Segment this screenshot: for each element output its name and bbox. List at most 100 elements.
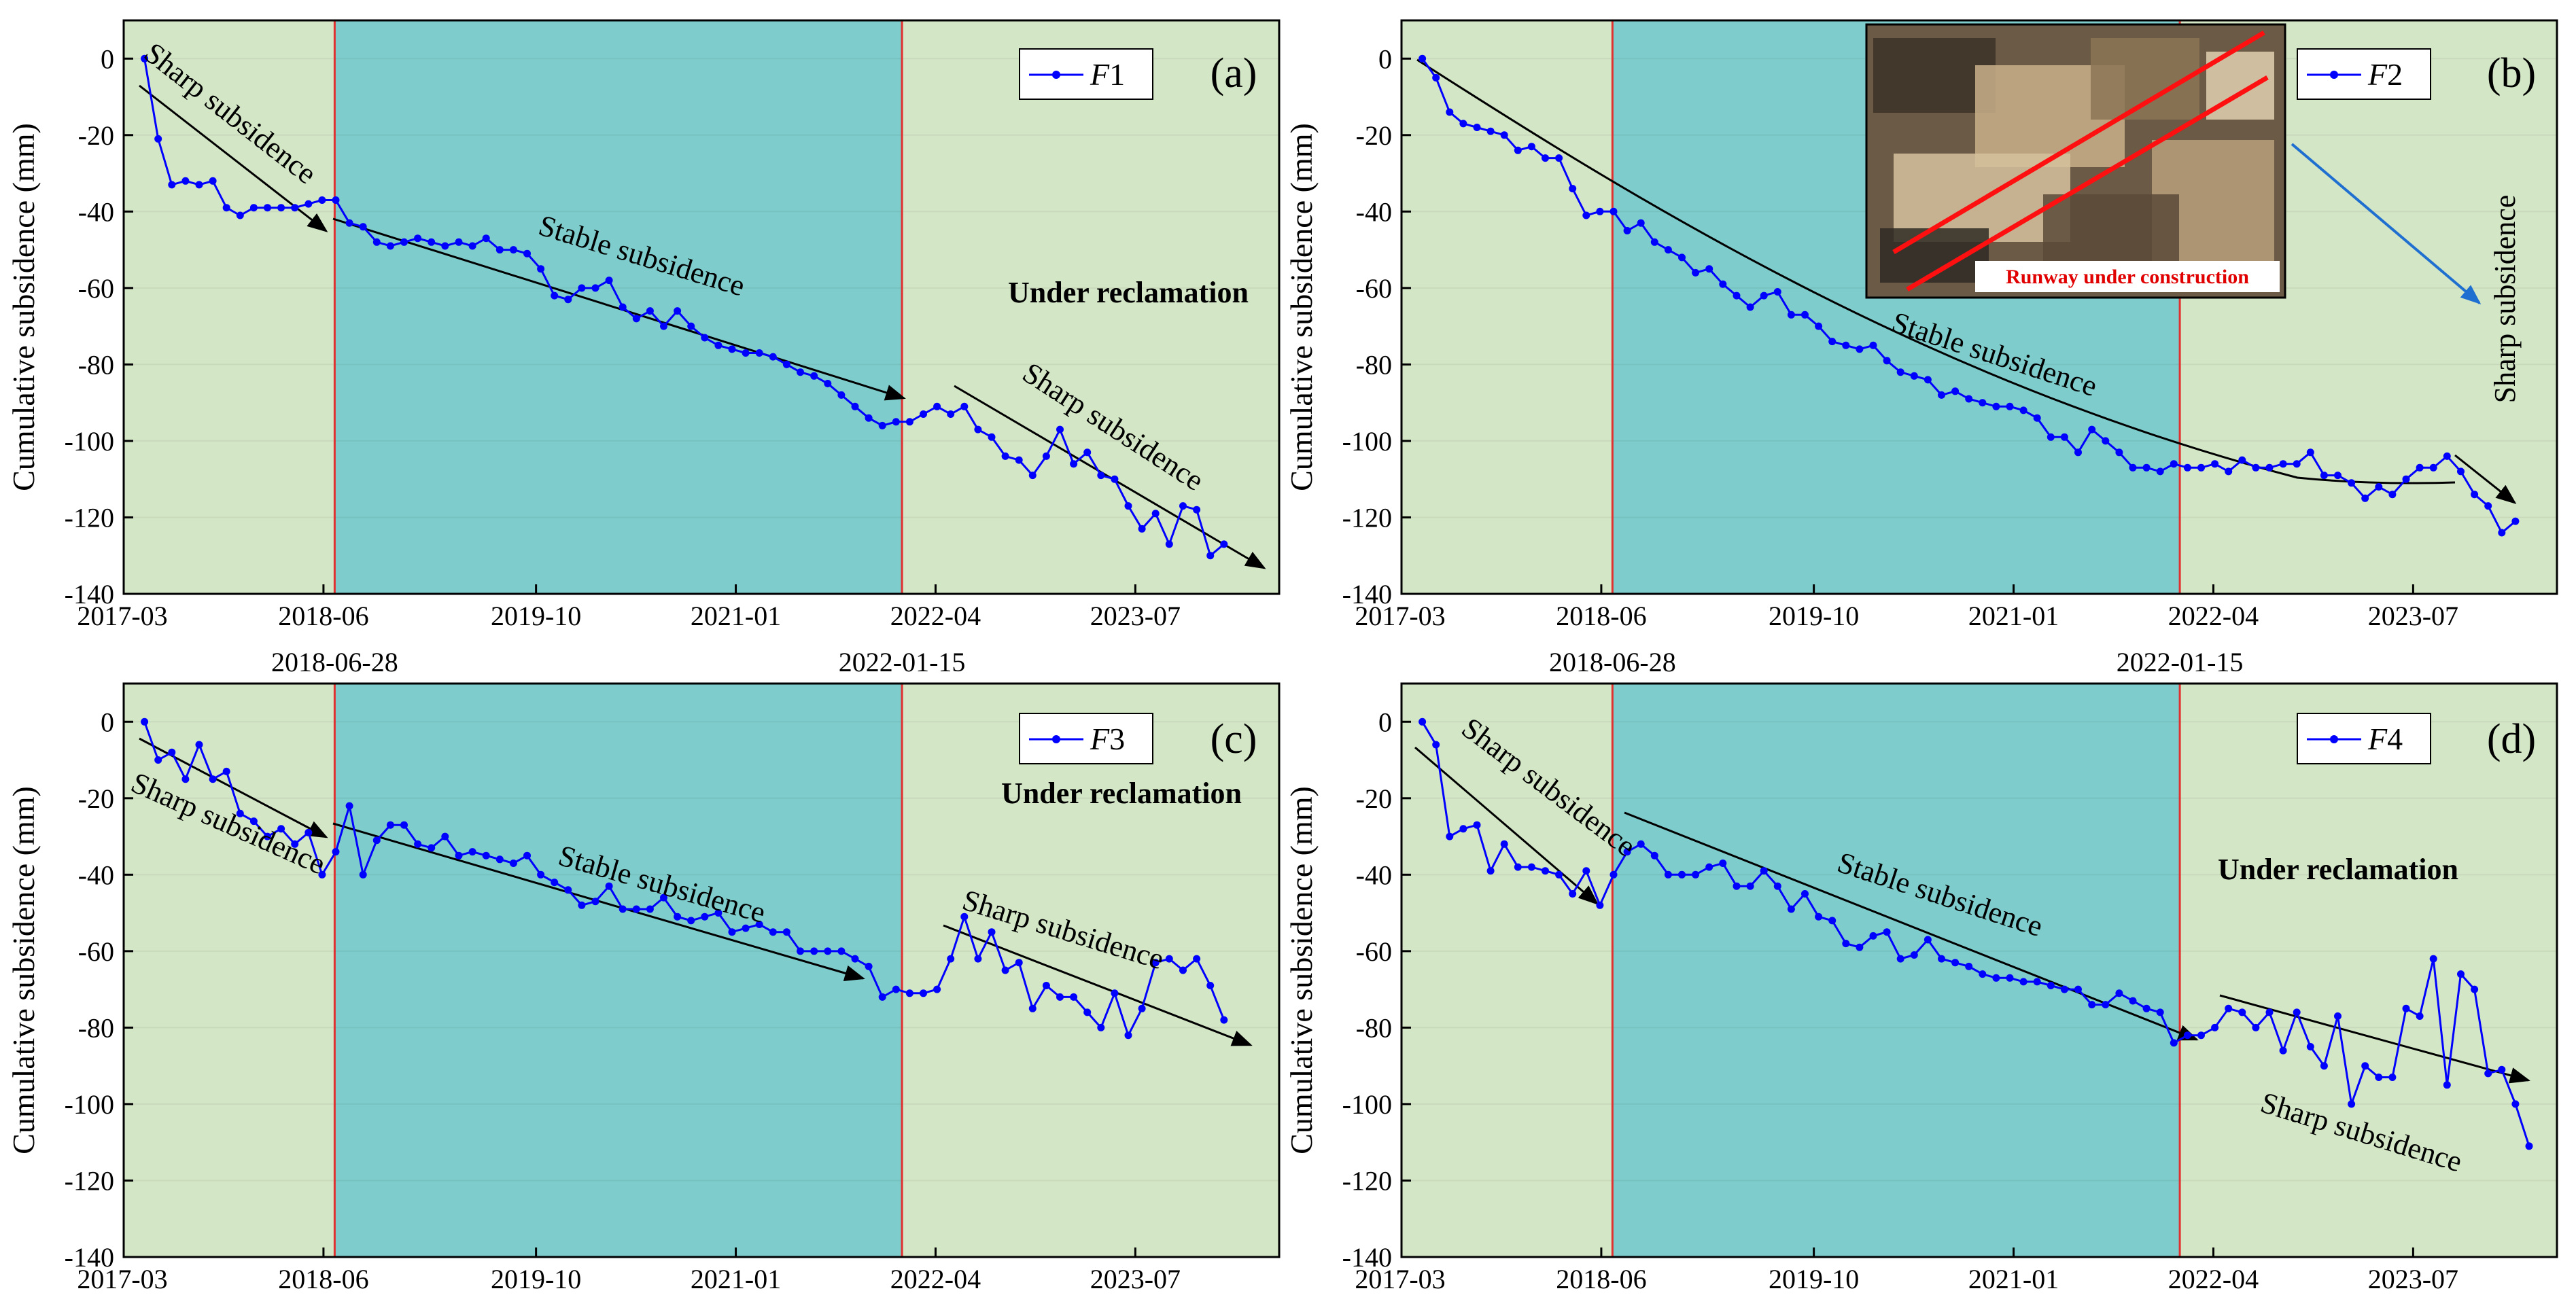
data-point xyxy=(1924,936,1932,944)
data-point xyxy=(428,238,436,246)
x-tick-label: 2019-10 xyxy=(491,1264,581,1294)
legend-label: F3 xyxy=(1090,722,1125,756)
data-point xyxy=(1746,882,1754,890)
phase-bg-stable xyxy=(334,20,903,594)
data-point xyxy=(892,985,900,993)
data-point xyxy=(1206,982,1215,989)
data-point xyxy=(742,924,750,932)
data-point xyxy=(824,947,832,955)
y-tick-label: -60 xyxy=(1356,936,1392,967)
data-point xyxy=(933,402,941,410)
data-point xyxy=(2375,483,2383,491)
legend-marker xyxy=(1052,735,1060,743)
data-point xyxy=(468,848,476,856)
data-point xyxy=(2142,463,2151,472)
data-point xyxy=(1965,395,1973,403)
data-point xyxy=(1801,311,1809,319)
boundary-date-label: 2018-06-28 xyxy=(271,647,398,677)
data-point xyxy=(2074,448,2082,457)
data-point xyxy=(1733,291,1741,300)
data-point xyxy=(1951,959,1960,967)
data-point xyxy=(2183,1031,2191,1040)
data-point xyxy=(345,219,353,227)
x-tick-label: 2023-07 xyxy=(2368,601,2458,631)
data-point xyxy=(960,402,969,410)
x-tick-label: 2019-10 xyxy=(491,601,581,631)
series-line-d xyxy=(1421,721,2530,1147)
data-point xyxy=(2225,467,2233,476)
y-tick-label: -120 xyxy=(1342,502,1392,533)
data-point xyxy=(2252,463,2260,472)
phase-bg-reclamation xyxy=(902,20,1279,594)
data-point xyxy=(2129,997,2137,1005)
y-tick-label: -40 xyxy=(1356,196,1392,227)
data-point xyxy=(1746,303,1754,311)
data-point xyxy=(632,315,640,323)
data-point xyxy=(1459,120,1467,128)
data-point xyxy=(2416,1012,2424,1020)
data-point xyxy=(1938,391,1945,399)
data-point xyxy=(2511,517,2520,525)
axes-frame xyxy=(1400,682,2558,1258)
x-tick-label: 2019-10 xyxy=(1769,1264,1859,1294)
data-point xyxy=(1856,345,1864,353)
data-point xyxy=(1028,472,1037,480)
legend: F4 xyxy=(2297,713,2431,764)
data-point xyxy=(728,345,736,353)
data-point xyxy=(168,181,176,189)
data-point xyxy=(551,879,559,887)
data-point xyxy=(2320,1062,2328,1070)
data-point xyxy=(441,242,449,250)
x-tick-label: 2018-06 xyxy=(1556,1264,1646,1294)
data-point xyxy=(455,238,463,246)
data-point xyxy=(2429,955,2437,963)
y-tick-label: -60 xyxy=(78,936,114,967)
data-point xyxy=(1582,211,1590,219)
y-tick-label: 0 xyxy=(101,43,114,74)
data-point xyxy=(2443,452,2451,460)
data-point xyxy=(495,855,504,864)
data-point xyxy=(851,955,859,963)
data-point xyxy=(2102,437,2110,445)
data-point xyxy=(1910,372,1918,380)
inset-caption: Runway under construction xyxy=(2006,266,2249,288)
data-point xyxy=(1500,840,1508,848)
data-point xyxy=(2484,502,2492,510)
legend: F1 xyxy=(1019,48,1153,100)
data-point xyxy=(2060,985,2068,993)
data-point xyxy=(509,860,517,867)
y-tick-label: -140 xyxy=(1342,1242,1392,1273)
data-point xyxy=(1432,741,1440,749)
data-point xyxy=(1664,870,1672,879)
data-point xyxy=(810,372,818,380)
data-point xyxy=(905,418,913,426)
data-point xyxy=(1070,460,1078,468)
data-point xyxy=(755,921,763,928)
data-point xyxy=(1924,376,1932,384)
data-point xyxy=(2225,1004,2233,1012)
data-point xyxy=(1111,989,1119,997)
y-tick-label: -60 xyxy=(1356,273,1392,304)
data-point xyxy=(1446,108,1454,116)
data-point xyxy=(619,905,627,913)
data-point xyxy=(1705,265,1713,273)
data-point xyxy=(2102,1001,2110,1009)
data-point xyxy=(1692,870,1700,879)
data-point xyxy=(1179,966,1187,974)
data-point xyxy=(837,391,846,399)
data-point xyxy=(1815,913,1823,921)
data-point xyxy=(1883,928,1891,936)
data-point xyxy=(1569,185,1577,193)
x-tick-label: 2023-07 xyxy=(1090,1264,1181,1294)
data-point xyxy=(2471,491,2479,499)
data-point xyxy=(1650,851,1658,860)
data-point xyxy=(1165,955,1173,963)
data-point xyxy=(1151,959,1160,967)
data-point xyxy=(988,928,996,936)
data-point xyxy=(714,909,723,917)
data-point xyxy=(1165,540,1173,548)
data-point xyxy=(2334,1012,2342,1020)
data-point xyxy=(1446,832,1454,840)
